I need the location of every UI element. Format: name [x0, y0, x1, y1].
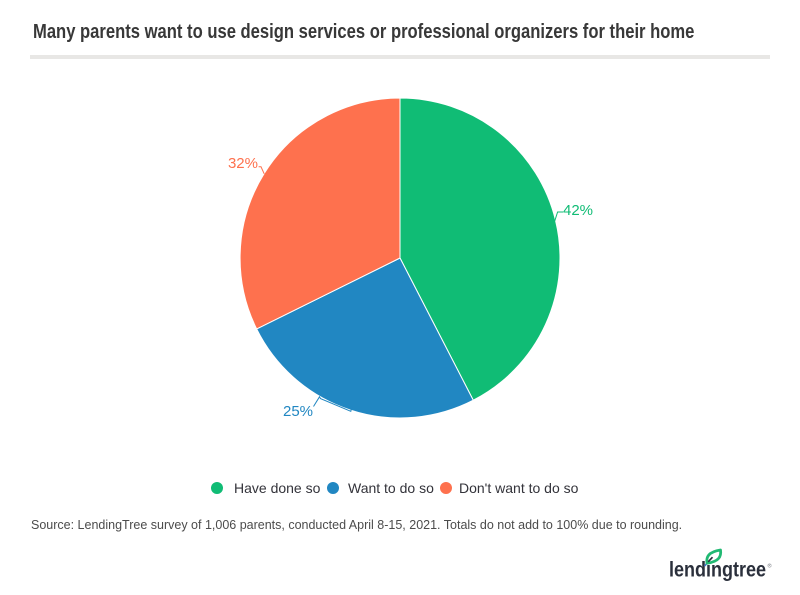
svg-text:32%: 32%: [228, 155, 258, 172]
svg-text:lendingtree: lendingtree: [669, 559, 766, 582]
svg-text:®: ®: [768, 563, 772, 570]
svg-text:25%: 25%: [283, 403, 313, 420]
svg-text:42%: 42%: [563, 202, 593, 219]
